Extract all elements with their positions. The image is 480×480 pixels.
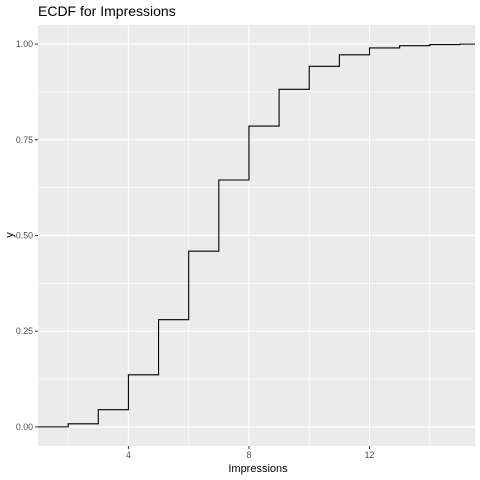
y-axis: 0.00 0.25 0.50 0.75 1.00 [16, 39, 38, 432]
chart-title: ECDF for Impressions [38, 3, 176, 19]
y-tick-label: 0.75 [16, 135, 33, 145]
x-axis-title: Impressions [228, 463, 288, 475]
x-tick-label: 8 [247, 450, 252, 460]
y-axis-title: y [4, 232, 16, 238]
x-axis: 4 8 12 [126, 446, 375, 460]
ecdf-step-line [38, 43, 475, 428]
y-tick-label: 0.50 [16, 231, 33, 241]
y-tick-label: 0.00 [16, 422, 33, 432]
x-tick-label: 12 [365, 450, 375, 460]
y-tick-label: 0.25 [16, 326, 33, 336]
major-gridlines [38, 25, 475, 446]
x-tick-label: 4 [126, 450, 131, 460]
y-tick-label: 1.00 [16, 39, 33, 49]
